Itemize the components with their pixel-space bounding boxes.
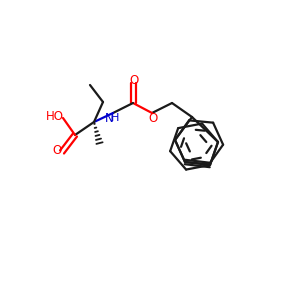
Text: N: N — [105, 112, 113, 124]
Text: O: O — [148, 112, 158, 124]
Text: HO: HO — [46, 110, 64, 122]
Text: O: O — [52, 145, 62, 158]
Text: O: O — [129, 74, 139, 86]
Text: H: H — [111, 113, 119, 123]
